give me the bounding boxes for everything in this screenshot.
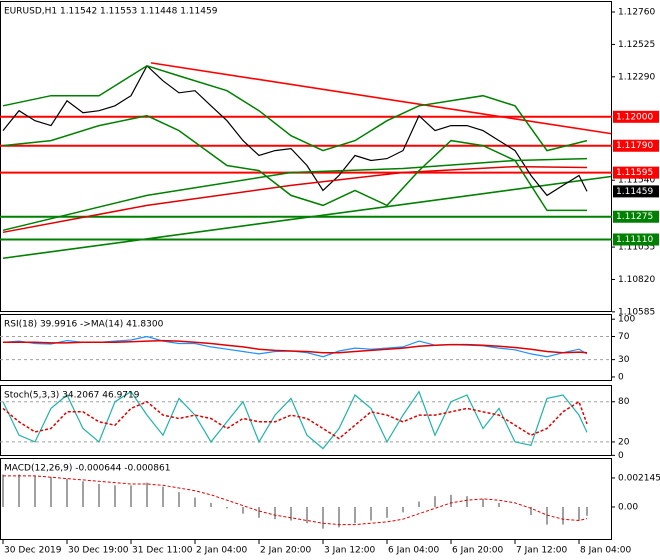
level-label-box [613,110,659,123]
histogram-bar [402,506,404,513]
histogram-bar [98,483,100,507]
level-label-box [613,166,659,179]
y-tick-label: 1.11540 [618,176,655,186]
y-tick-label: 100 [618,315,635,325]
histogram-bar [194,497,196,507]
last-price-box [613,185,659,198]
histogram-bar [370,506,372,521]
level-label-box [613,233,659,246]
histogram-bar [226,506,228,509]
histogram-bar [482,498,484,507]
histogram-bar [114,485,116,507]
histogram-bar [322,506,324,529]
level-label: 1.11595 [616,168,653,178]
level-label: 1.12000 [616,112,653,122]
histogram-bar [450,494,452,507]
histogram-bar [418,501,420,507]
y-tick-label: 80 [618,397,630,407]
histogram-bar [50,477,52,507]
trend-line [150,62,612,135]
panel-title: MACD(12,26,9) -0.000644 -0.000861 [4,464,170,474]
level-label: 1.11790 [616,141,653,151]
histogram-bar [258,506,260,518]
histogram-bar [386,506,388,518]
panel-frame [0,458,612,540]
histogram-bar [434,496,436,507]
panel-title: Stoch(5,3,3) 34.2067 46.9719 [4,391,140,401]
y-tick-label: 0 [618,372,624,382]
histogram-bar [210,502,212,507]
x-tick-label: 8 Jan 04:00 [580,546,632,556]
last-price-label: 1.11459 [616,187,653,197]
x-tick-label: 2 Jan 04:00 [196,546,248,556]
histogram-bar [466,496,468,507]
x-tick-label: 30 Dec 2019 [4,546,62,556]
series-line [2,114,587,212]
series-line [3,339,588,354]
x-tick-label: 6 Jan 20:00 [452,546,504,556]
series-line [2,400,588,440]
histogram-bar [82,481,84,507]
panel-frame [0,1,612,312]
histogram-bar [2,474,4,507]
x-tick-label: 6 Jan 04:00 [388,546,440,556]
histogram-bar [290,506,292,521]
series-line [2,165,588,234]
y-tick-label: 30 [618,355,630,365]
histogram-bar [242,506,244,514]
histogram-bar [274,506,276,520]
series-line [2,64,588,152]
x-tick-label: 31 Dec 11:00 [132,546,193,556]
y-tick-label: 1.12525 [618,40,655,50]
y-tick-label: 0.00 [618,502,638,512]
y-tick-label: 20 [618,437,630,447]
x-tick-label: 2 Jan 20:00 [260,546,312,556]
y-tick-label: 0 [618,451,624,461]
panel-frame [0,314,612,381]
x-tick-label: 7 Jan 12:00 [516,546,568,556]
histogram-bar [306,506,308,524]
histogram-bar [586,506,588,516]
histogram-bar [34,475,36,507]
histogram-bar [498,502,500,507]
histogram-bar [546,506,548,525]
panel-title: EURUSD,H1 1.11542 1.11553 1.11448 1.1145… [4,7,218,17]
histogram-bar [530,506,532,516]
histogram-bar [130,485,132,507]
histogram-bar [18,474,20,507]
level-label: 1.11110 [616,235,653,245]
y-tick-label: 1.11055 [618,243,655,253]
y-tick-label: 0.002145 [618,473,660,483]
histogram-bar [338,506,340,528]
x-tick-label: 30 Dec 19:00 [68,546,129,556]
x-tick-label: 3 Jan 12:00 [324,546,376,556]
panel-frame [0,385,612,456]
y-tick-label: 1.10820 [618,275,655,285]
histogram-bar [178,492,180,507]
y-tick-label: 1.12760 [618,8,655,18]
series-line [2,157,588,232]
series-line [3,475,588,526]
histogram-bar [66,478,68,507]
y-tick-label: 1.12290 [618,72,655,82]
y-tick-label: 70 [618,332,630,342]
histogram-bar [578,506,580,521]
histogram-bar [162,486,164,507]
level-label: 1.11275 [616,212,653,222]
histogram-bar [354,506,356,524]
level-label-box [613,210,659,223]
histogram-bar [562,506,564,525]
histogram-bar [146,482,148,507]
panel-title: RSI(18) 39.9916 ->MA(14) 41.8300 [4,320,164,330]
level-label-box [613,139,659,152]
series-line [2,64,588,197]
y-tick-label: 1.10585 [618,307,655,317]
